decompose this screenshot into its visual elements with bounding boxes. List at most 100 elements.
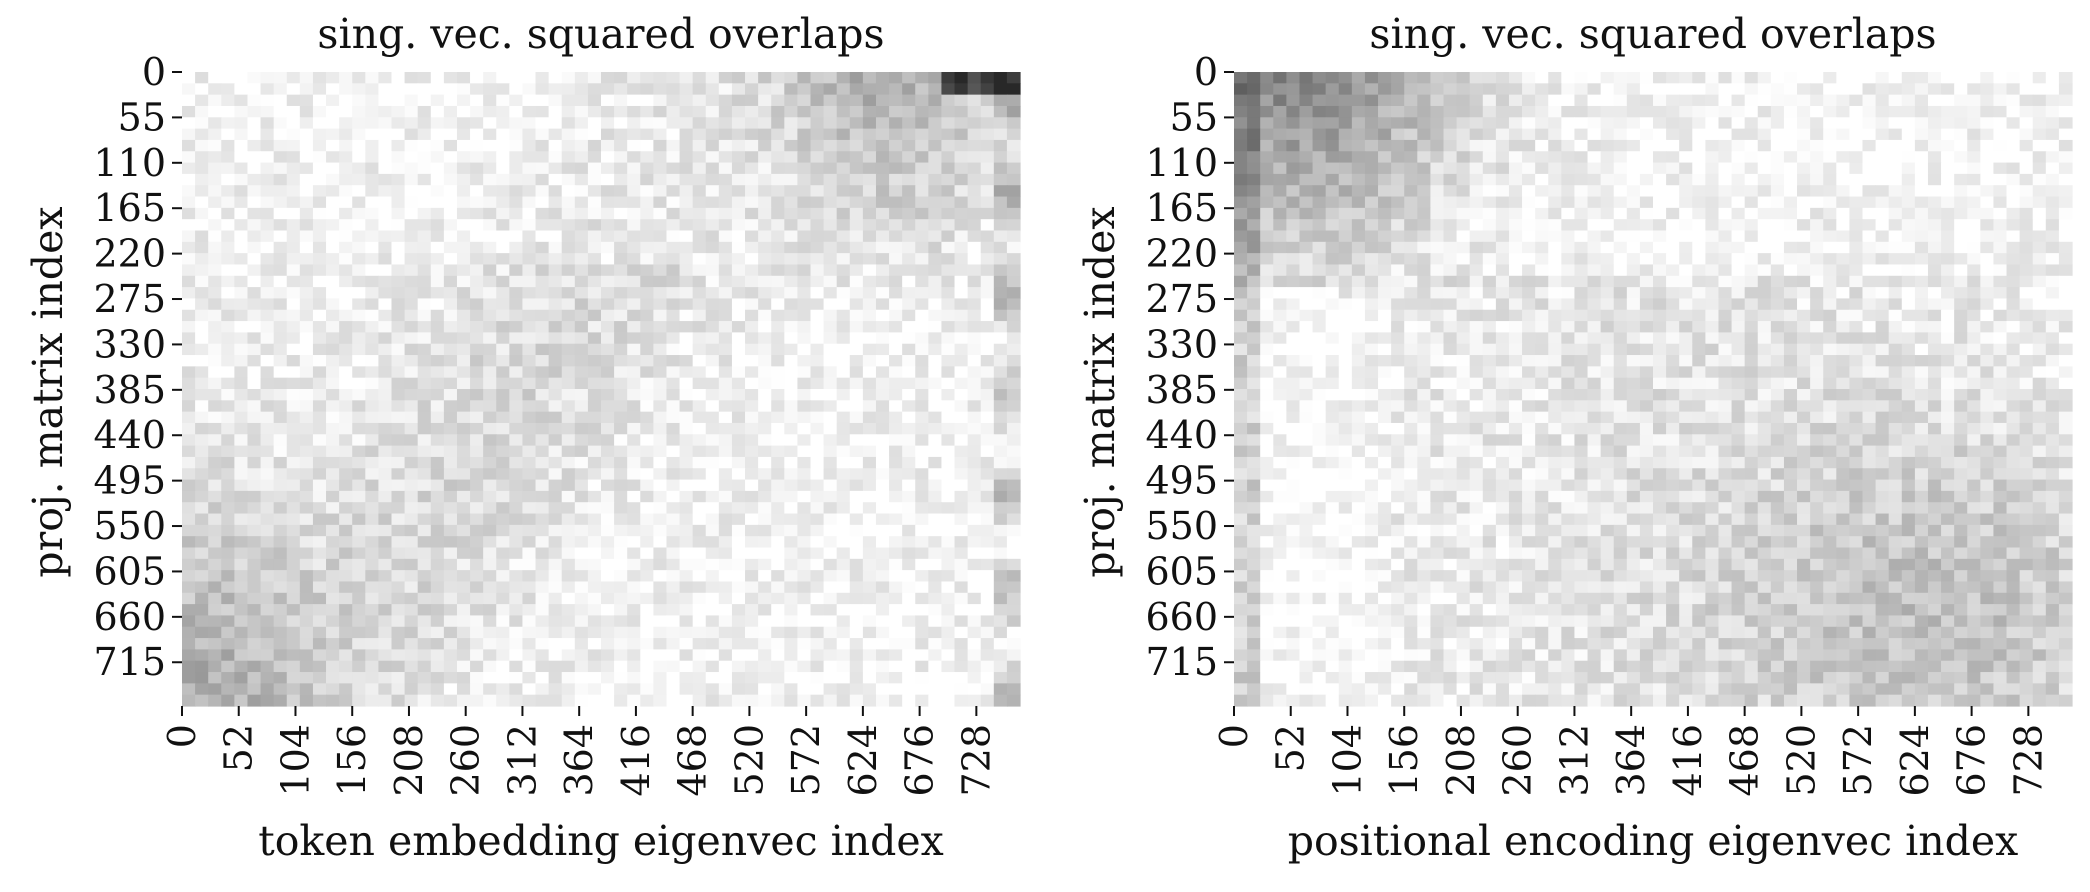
heatmap-cell xyxy=(391,343,406,356)
heatmap-cell xyxy=(679,570,694,583)
heatmap-cell xyxy=(365,332,379,345)
heatmap-cell xyxy=(1653,207,1667,220)
heatmap-cell xyxy=(1639,253,1654,266)
heatmap-cell xyxy=(548,173,563,186)
heatmap-cell xyxy=(496,83,510,96)
heatmap-cell xyxy=(574,83,589,96)
heatmap-cell xyxy=(496,207,510,220)
heatmap-cell xyxy=(1927,151,1942,164)
heatmap-cell xyxy=(771,411,785,424)
heatmap-cell xyxy=(1783,83,1798,96)
heatmap-cell xyxy=(1744,139,1759,152)
heatmap-cell xyxy=(260,287,275,300)
heatmap-cell xyxy=(587,139,602,152)
heatmap-cell xyxy=(535,139,550,152)
heatmap-cell xyxy=(875,162,890,175)
heatmap-cell xyxy=(1548,94,1562,107)
heatmap-cell xyxy=(1653,94,1667,107)
heatmap-cell xyxy=(679,185,694,198)
heatmap-cell xyxy=(273,287,288,300)
heatmap-cell xyxy=(862,536,877,549)
heatmap-cell xyxy=(1613,83,1628,96)
heatmap-cell xyxy=(456,298,471,311)
heatmap-cell xyxy=(1574,253,1589,266)
heatmap-cell xyxy=(823,94,838,107)
heatmap-cell xyxy=(221,468,235,481)
heatmap-cell xyxy=(1338,219,1353,232)
heatmap-cell xyxy=(1469,105,1484,118)
heatmap-cell xyxy=(286,479,301,492)
heatmap-cell xyxy=(456,105,471,118)
heatmap-cell xyxy=(718,139,733,152)
heatmap-cell xyxy=(195,468,209,481)
heatmap-cell xyxy=(601,558,615,571)
heatmap-cell xyxy=(260,592,275,605)
heatmap-cell xyxy=(679,581,694,594)
heatmap-cell xyxy=(849,524,864,537)
heatmap-cell xyxy=(640,649,654,662)
heatmap-cell xyxy=(745,377,759,390)
heatmap-cell xyxy=(483,287,497,300)
heatmap-cell xyxy=(1325,196,1340,209)
heatmap-cell xyxy=(1823,117,1837,130)
heatmap-cell xyxy=(430,298,445,311)
heatmap-cell xyxy=(509,400,524,413)
heatmap-cell xyxy=(836,343,851,356)
heatmap-cell xyxy=(286,264,301,277)
heatmap-cell xyxy=(1391,72,1405,84)
heatmap-cell xyxy=(875,558,890,571)
heatmap-cell xyxy=(1006,694,1021,707)
heatmap-cell xyxy=(823,490,838,503)
heatmap-cell xyxy=(352,298,366,311)
heatmap-cell xyxy=(1770,253,1785,266)
heatmap-cell xyxy=(221,694,235,707)
heatmap-cell xyxy=(299,253,314,266)
heatmap-cell xyxy=(535,683,550,696)
heatmap-cell xyxy=(823,196,838,209)
heatmap-cell xyxy=(679,456,694,469)
heatmap-cell xyxy=(1522,72,1536,84)
heatmap-cell xyxy=(1482,105,1497,118)
heatmap-cell xyxy=(954,377,969,390)
heatmap-cell xyxy=(679,502,694,515)
heatmap-cell xyxy=(1679,298,1693,311)
heatmap-cell xyxy=(758,479,772,492)
heatmap-cell xyxy=(653,434,668,447)
heatmap-cell xyxy=(260,422,275,435)
heatmap-cell xyxy=(849,253,864,266)
heatmap-cell xyxy=(1980,173,1995,186)
heatmap-cell xyxy=(1757,219,1772,232)
heatmap-cell xyxy=(208,400,222,413)
heatmap-cell xyxy=(653,377,668,390)
heatmap-cell xyxy=(679,411,694,424)
heatmap-cell xyxy=(823,672,838,684)
heatmap-cell xyxy=(522,377,537,390)
heatmap-cell xyxy=(941,524,956,537)
heatmap-cell xyxy=(758,117,772,130)
heatmap-cell xyxy=(391,207,406,220)
heatmap-cell xyxy=(758,456,772,469)
heatmap-cell xyxy=(1927,219,1942,232)
heatmap-cell xyxy=(745,139,759,152)
heatmap-cell xyxy=(627,389,641,401)
heatmap-cell xyxy=(666,151,681,164)
heatmap-cell xyxy=(601,445,615,458)
heatmap-cell xyxy=(745,524,759,537)
heatmap-cell xyxy=(561,389,576,401)
heatmap-cell xyxy=(1006,536,1021,549)
heatmap-cell xyxy=(928,389,943,401)
heatmap-cell xyxy=(208,162,222,175)
heatmap-cell xyxy=(208,72,222,84)
heatmap-cell xyxy=(1980,253,1995,266)
heatmap-cell xyxy=(391,72,406,84)
heatmap-cell xyxy=(535,468,550,481)
heatmap-cell xyxy=(1286,185,1301,198)
heatmap-cell xyxy=(496,332,510,345)
heatmap-cell xyxy=(980,117,995,130)
heatmap-cell xyxy=(522,275,537,288)
heatmap-cell xyxy=(627,83,641,96)
heatmap-cell xyxy=(1312,185,1327,198)
heatmap-cell xyxy=(195,275,209,288)
heatmap-cell xyxy=(915,683,929,696)
heatmap-cell xyxy=(182,219,196,232)
